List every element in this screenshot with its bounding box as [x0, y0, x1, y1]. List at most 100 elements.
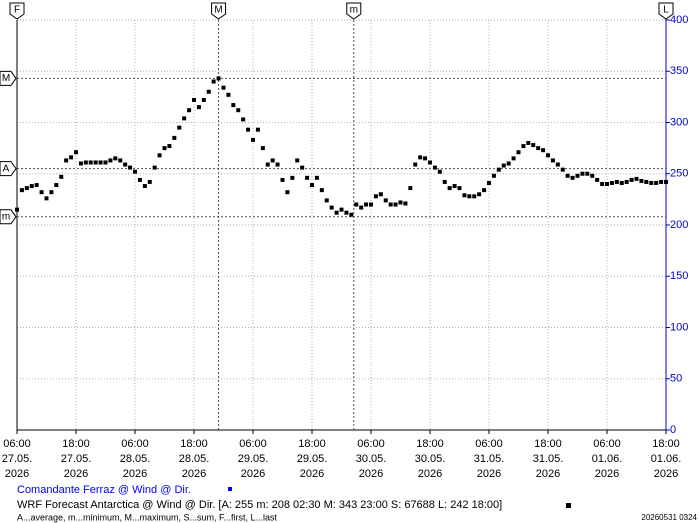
data-point [236, 108, 241, 113]
legend-entry: Comandante Ferraz @ Wind @ Dir. [17, 484, 191, 496]
data-point [265, 162, 270, 167]
data-point [103, 160, 108, 165]
x-marker-label: M [214, 5, 222, 16]
data-point [393, 202, 398, 207]
data-point [295, 158, 300, 163]
data-point [590, 173, 595, 178]
data-point [137, 177, 142, 182]
data-point [196, 105, 201, 110]
data-point [624, 179, 629, 184]
data-point [428, 160, 432, 165]
x-tick-label: 18:00 30.05. 2026 [415, 438, 446, 480]
x-marker [658, 2, 674, 20]
data-point [329, 205, 334, 210]
data-point [201, 97, 206, 102]
data-point [285, 190, 290, 195]
y-tick-label: 400 [670, 14, 688, 26]
x-marker-label: m [350, 5, 358, 16]
data-point [98, 160, 103, 165]
data-point [226, 92, 231, 97]
data-point [369, 202, 373, 207]
x-tick-label: 06:00 29.05. 2026 [238, 438, 269, 480]
data-point [113, 156, 118, 161]
y-tick-label: 200 [670, 219, 688, 231]
data-point [300, 165, 305, 170]
data-point [54, 183, 59, 188]
data-point [211, 79, 216, 84]
data-point [423, 156, 428, 161]
y-tick-label: 300 [670, 116, 688, 128]
data-point [34, 183, 39, 188]
data-point [383, 198, 388, 203]
data-point [280, 177, 285, 182]
data-point [477, 192, 482, 197]
data-point [418, 155, 423, 160]
data-point [290, 175, 295, 180]
data-point [654, 180, 659, 185]
y-marker [0, 161, 17, 177]
data-point [595, 177, 600, 182]
data-point [614, 179, 619, 184]
x-tick-label: 06:00 31.05. 2026 [474, 438, 505, 480]
data-point [413, 162, 418, 167]
data-point [609, 180, 614, 185]
x-tick-label: 06:00 27.05. 2026 [2, 438, 33, 480]
data-point [334, 210, 339, 215]
data-point [152, 165, 157, 170]
data-point [142, 184, 147, 189]
data-point [364, 202, 369, 207]
data-point [324, 198, 329, 203]
data-point [49, 190, 54, 195]
data-point [482, 188, 487, 193]
data-point [565, 173, 570, 178]
data-point [546, 153, 550, 158]
data-point [457, 186, 462, 191]
data-point [44, 196, 49, 201]
data-point [550, 158, 555, 163]
y-marker [0, 70, 17, 86]
data-point [378, 192, 383, 197]
legend-swatch [228, 487, 232, 491]
x-marker [211, 2, 227, 20]
data-point [408, 186, 413, 191]
legend-entry: WRF Forecast Antarctica @ Wind @ Dir. [A… [17, 499, 502, 511]
data-point [600, 182, 605, 186]
data-point [388, 202, 393, 207]
y-marker-label: A [3, 163, 10, 174]
data-point [88, 160, 93, 165]
data-point [521, 144, 526, 149]
data-point [491, 173, 496, 178]
data-point [344, 210, 349, 215]
data-point [447, 186, 452, 191]
footnote: A...average, m...minimum, M...maximum, S… [17, 512, 278, 522]
data-point [354, 202, 359, 207]
data-point [487, 180, 491, 185]
data-point [172, 135, 177, 140]
data-point [251, 137, 255, 142]
data-point [580, 171, 585, 176]
x-marker-label: F [14, 5, 20, 16]
data-point [275, 162, 280, 167]
data-point [496, 167, 501, 172]
data-point [619, 180, 624, 185]
x-tick-label: 06:00 01.06. 2026 [592, 438, 623, 480]
data-point [241, 117, 246, 122]
data-point [64, 158, 69, 163]
data-point [167, 144, 172, 149]
data-point [305, 175, 310, 180]
y-marker [0, 209, 17, 225]
data-point [639, 178, 644, 183]
data-point [398, 200, 403, 205]
x-marker [346, 2, 362, 20]
data-point [246, 127, 251, 132]
legend-swatch [566, 503, 571, 508]
data-point [118, 158, 123, 163]
data-point [319, 188, 324, 193]
data-point [432, 165, 437, 170]
data-point [511, 156, 516, 161]
data-point [575, 173, 580, 178]
x-marker [9, 2, 25, 20]
x-tick-label: 06:00 28.05. 2026 [120, 438, 151, 480]
data-point [216, 76, 221, 81]
y-tick-label: 350 [670, 65, 688, 77]
